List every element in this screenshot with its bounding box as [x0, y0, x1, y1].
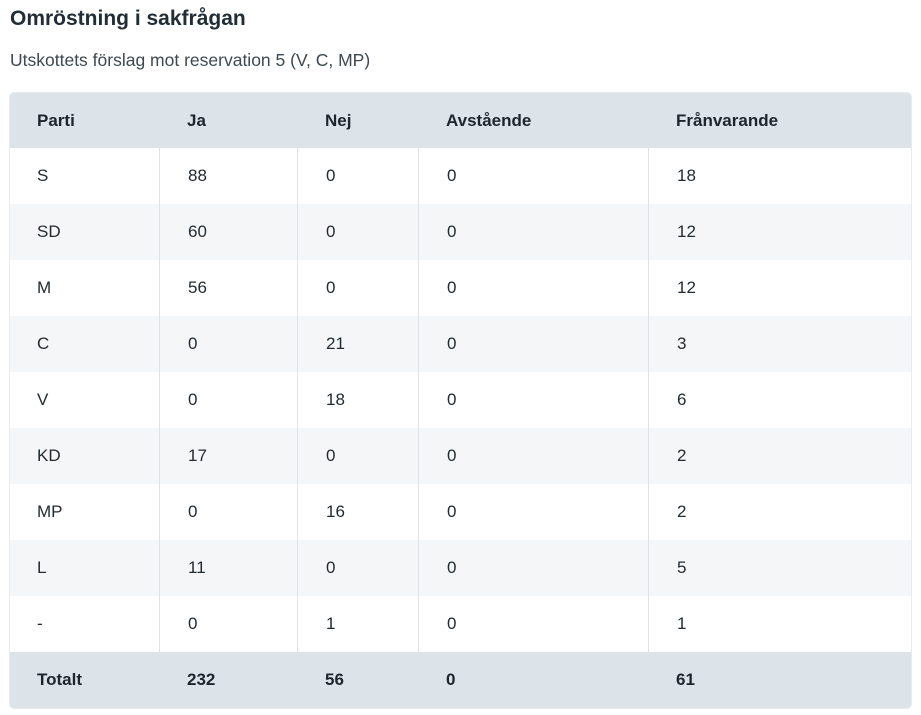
table-row: -0101	[10, 596, 911, 652]
value-cell: 0	[159, 484, 297, 540]
value-cell: 2	[648, 428, 911, 484]
value-cell: 3	[648, 316, 911, 372]
party-cell: S	[10, 148, 159, 204]
column-header-1: Ja	[159, 93, 297, 148]
value-cell: 0	[297, 540, 418, 596]
party-cell: KD	[10, 428, 159, 484]
total-row: Totalt23256061	[10, 652, 911, 708]
total-value-cell: 232	[159, 652, 297, 708]
value-cell: 0	[418, 204, 648, 260]
table-row: KD17002	[10, 428, 911, 484]
value-cell: 0	[297, 148, 418, 204]
value-cell: 0	[297, 204, 418, 260]
column-header-2: Nej	[297, 93, 418, 148]
value-cell: 11	[159, 540, 297, 596]
value-cell: 0	[418, 148, 648, 204]
value-cell: 60	[159, 204, 297, 260]
page-subtitle: Utskottets förslag mot reservation 5 (V,…	[9, 32, 912, 72]
party-cell: M	[10, 260, 159, 316]
value-cell: 21	[297, 316, 418, 372]
value-cell: 17	[159, 428, 297, 484]
party-cell: V	[10, 372, 159, 428]
party-cell: L	[10, 540, 159, 596]
value-cell: 1	[297, 596, 418, 652]
header-row: PartiJaNejAvståendeFrånvarande	[10, 93, 911, 148]
column-header-3: Avstående	[418, 93, 648, 148]
vote-page: Omröstning i sakfrågan Utskottets försla…	[0, 0, 921, 709]
value-cell: 56	[159, 260, 297, 316]
total-value-cell: 61	[648, 652, 911, 708]
table-row: L11005	[10, 540, 911, 596]
total-value-cell: 56	[297, 652, 418, 708]
value-cell: 0	[159, 372, 297, 428]
table-row: S880018	[10, 148, 911, 204]
party-cell: -	[10, 596, 159, 652]
table-row: SD600012	[10, 204, 911, 260]
value-cell: 18	[648, 148, 911, 204]
column-header-0: Parti	[10, 93, 159, 148]
vote-table-footer: Totalt23256061	[10, 652, 911, 708]
value-cell: 0	[418, 372, 648, 428]
value-cell: 0	[418, 428, 648, 484]
total-value-cell: 0	[418, 652, 648, 708]
value-cell: 12	[648, 204, 911, 260]
value-cell: 1	[648, 596, 911, 652]
value-cell: 0	[418, 484, 648, 540]
party-cell: MP	[10, 484, 159, 540]
value-cell: 16	[297, 484, 418, 540]
value-cell: 0	[418, 316, 648, 372]
column-header-4: Frånvarande	[648, 93, 911, 148]
value-cell: 0	[418, 260, 648, 316]
value-cell: 5	[648, 540, 911, 596]
value-cell: 12	[648, 260, 911, 316]
table-row: V01806	[10, 372, 911, 428]
value-cell: 0	[159, 596, 297, 652]
vote-table-container: PartiJaNejAvståendeFrånvarande S880018SD…	[9, 92, 912, 709]
total-label: Totalt	[10, 652, 159, 708]
value-cell: 18	[297, 372, 418, 428]
value-cell: 0	[418, 540, 648, 596]
value-cell: 0	[159, 316, 297, 372]
value-cell: 0	[418, 596, 648, 652]
vote-table: PartiJaNejAvståendeFrånvarande S880018SD…	[10, 93, 911, 708]
vote-table-body: S880018SD600012M560012C02103V01806KD1700…	[10, 148, 911, 652]
value-cell: 88	[159, 148, 297, 204]
page-title: Omröstning i sakfrågan	[9, 0, 912, 32]
value-cell: 0	[297, 260, 418, 316]
table-row: M560012	[10, 260, 911, 316]
vote-table-header: PartiJaNejAvståendeFrånvarande	[10, 93, 911, 148]
table-row: C02103	[10, 316, 911, 372]
party-cell: SD	[10, 204, 159, 260]
table-row: MP01602	[10, 484, 911, 540]
value-cell: 6	[648, 372, 911, 428]
value-cell: 0	[297, 428, 418, 484]
value-cell: 2	[648, 484, 911, 540]
party-cell: C	[10, 316, 159, 372]
